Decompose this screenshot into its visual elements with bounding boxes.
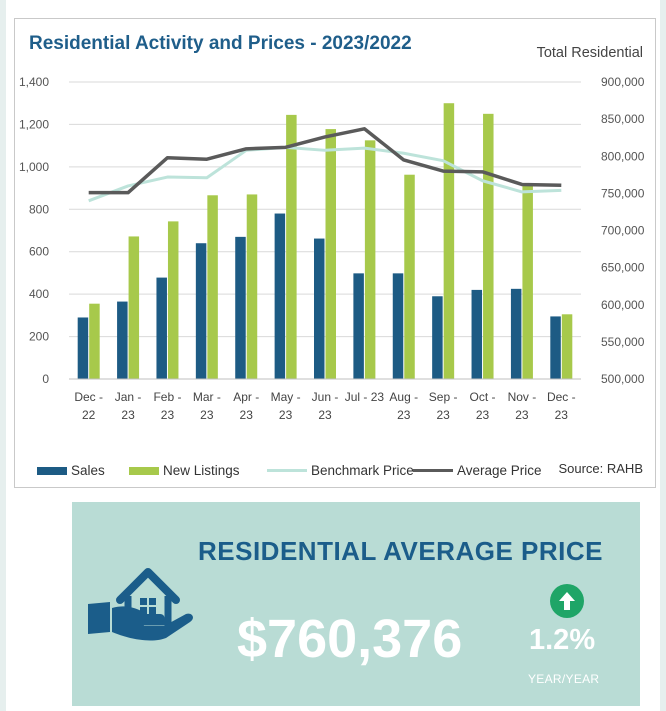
y2-tick-label: 550,000 [601,335,645,349]
average-price-value: $760,376 [237,609,463,669]
x-tick-label: Mar - [193,390,221,404]
new-listings-bar [483,113,494,380]
x-tick-label-line2: 23 [161,408,175,422]
new-listings-bar [167,221,179,379]
year-over-year-label: YEAR/YEAR [528,672,600,686]
legend-label-sales: Sales [71,463,105,478]
legend-item-benchmark-price: Benchmark Price [267,463,414,478]
legend-item-new-listings: New Listings [129,463,240,478]
legend-swatch-new-listings [129,466,159,475]
y2-tick-label: 600,000 [601,298,645,312]
secondary-axis-title: Total Residential [536,45,643,61]
y2-tick-label: 650,000 [601,261,645,275]
new-listings-bar [404,174,415,379]
benchmark-price-line [88,145,562,203]
x-tick-label-line2: 23 [555,408,569,422]
legend-swatch-benchmark-price [267,469,307,472]
new-listings-bar [443,103,455,379]
x-tick-label-line2: 23 [279,408,293,422]
new-listings-bar [561,314,573,379]
sales-bar [117,301,128,379]
legend-label-benchmark-price: Benchmark Price [311,463,414,478]
new-listings-bar [246,194,258,379]
y-tick-label: 1,200 [19,117,49,131]
chart-plot: 0 200 400 600 800 1,000 1,200 1,400 500,000 550,0… [19,75,645,422]
sales-bar [432,296,443,379]
y-tick-label: 400 [29,287,49,301]
y2-tick-label: 750,000 [601,186,645,200]
legend-item-sales: Sales [37,463,105,478]
x-tick-label: Jun - [312,390,339,404]
x-tick-label: Aug - [389,390,418,404]
chart-title: Residential Activity and Prices - 2023/2… [29,33,412,54]
sales-bar [156,277,167,379]
arrow-up-circle-icon [550,584,584,618]
sales-bar [195,243,207,379]
y-tick-label: 600 [29,245,49,259]
new-listings-bar [522,184,533,379]
legend-swatch-sales [37,466,67,475]
average-price-line [88,127,562,195]
new-listings-bar [364,140,376,379]
chart-source: Source: RAHB [558,461,643,476]
x-tick-label: Feb - [153,390,181,404]
x-tick-label-line2: 23 [200,408,214,422]
y-tick-label: 800 [29,202,49,216]
y-tick-label: 200 [29,330,49,344]
x-tick-label-line2: 22 [82,408,96,422]
sales-bar [314,238,325,379]
y2-tick-label: 700,000 [601,224,645,238]
y-tick-label: 0 [42,372,49,386]
x-tick-label: Nov - [508,390,537,404]
sales-bar [274,213,286,379]
x-tick-label-line2: 23 [240,408,254,422]
new-listings-bar [89,303,100,379]
sales-bar [392,273,404,379]
sales-bar [353,273,364,379]
house-hand-icon [88,568,193,641]
sales-bar [550,316,561,379]
y2-tick-label: 900,000 [601,75,645,89]
legend-label-new-listings: New Listings [163,463,240,478]
average-price-card: RESIDENTIAL AVERAGE PRICE $760,376 1.2% … [72,502,640,706]
x-tick-label-line2: 23 [436,408,450,422]
left-side-strip [0,0,6,711]
chart-card: Residential Activity and Prices - 2023/2… [14,18,656,488]
new-listings-bar [286,114,297,379]
right-side-strip [660,0,666,711]
x-tick-label-line2: 23 [397,408,411,422]
new-listings-bar [207,195,218,379]
x-tick-label: Dec - [547,390,576,404]
x-tick-label: Jan - [115,390,142,404]
legend-item-average-price: Average Price [413,463,542,478]
x-tick-label: Jul - 23 [345,390,385,404]
average-price-title: RESIDENTIAL AVERAGE PRICE [198,536,603,566]
x-tick-label: Sep - [429,390,458,404]
sales-bar [510,288,522,379]
y-tick-label: 1,400 [19,75,49,89]
y2-tick-label: 500,000 [601,372,645,386]
y2-tick-label: 850,000 [601,112,645,126]
sales-bar [471,289,483,379]
x-tick-label: Apr - [233,390,259,404]
sales-bar [77,317,89,379]
new-listings-bar [325,129,336,379]
x-tick-label: May - [271,390,301,404]
legend-swatch-average-price [413,469,453,472]
x-tick-label-line2: 23 [476,408,490,422]
x-tick-label-line2: 23 [121,408,135,422]
y2-tick-label: 800,000 [601,149,645,163]
x-tick-label-line2: 23 [318,408,332,422]
x-tick-label: Dec - [74,390,103,404]
x-tick-label: Oct - [470,390,496,404]
y-tick-label: 1,000 [19,160,49,174]
sales-bar [235,236,246,379]
legend-label-average-price: Average Price [457,463,542,478]
new-listings-bar [128,236,140,379]
x-tick-label-line2: 23 [515,408,529,422]
year-over-year-change: 1.2% [529,624,596,656]
